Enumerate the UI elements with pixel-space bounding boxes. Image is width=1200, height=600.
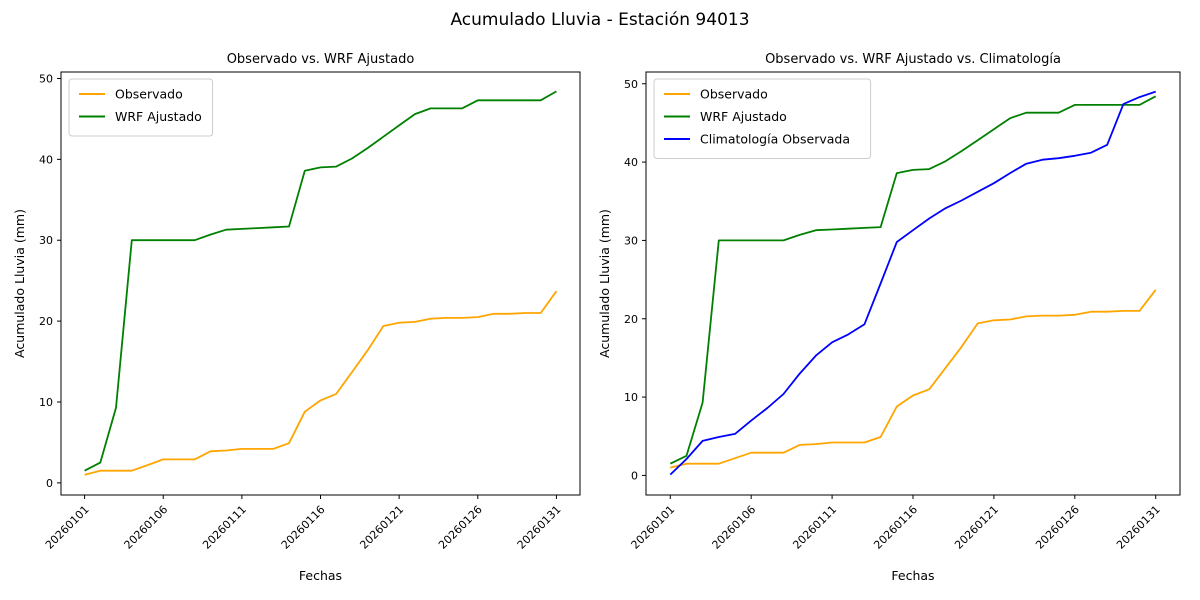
subplot-title: Observado vs. WRF Ajustado [227,52,415,67]
subplot-title: Observado vs. WRF Ajustado vs. Climatolo… [765,52,1061,67]
x-tick-label: 20260131 [1114,503,1163,552]
figure-title: Acumulado Lluvia - Estación 94013 [450,10,750,30]
x-axis-label: Fechas [299,568,342,583]
y-tick-label: 20 [624,313,638,326]
series-line-wrf-ajustado [84,90,557,472]
legend-label: Observado [700,87,768,102]
subplot-right: 0 10 20 30 40 50 20260101 20260106 20260111 20260… [597,52,1181,583]
y-tick-label: 10 [624,391,638,404]
y-axis-label: Acumulado Lluvia (mm) [597,209,612,358]
legend-label: WRF Ajustado [115,109,202,124]
x-axis-label: Fechas [891,568,934,583]
series-line-observado [670,289,1157,469]
y-tick-label: 50 [624,78,638,91]
x-tick-label: 20260101 [629,503,678,552]
y-tick-label: 30 [39,234,53,247]
legend: Observado WRF Ajustado [68,78,214,137]
legend: Observado WRF Ajustado Climatología Observ… [653,78,872,159]
series-line-wrf-ajustado [669,95,1157,465]
y-axis-label: Acumulado Lluvia (mm) [12,209,27,358]
y-tick-label: 30 [624,234,638,247]
x-tick-label: 20260121 [357,503,406,552]
legend-box [653,78,872,159]
x-tick-label: 20260106 [122,503,171,552]
subplot-left: 0 10 20 30 40 50 20260101 20260106 20260111 20260… [12,52,581,583]
x-tick-label: 20260126 [436,503,485,552]
y-tick-label: 0 [631,469,638,482]
x-tick-label: 20260116 [871,503,920,552]
y-tick-label: 50 [39,72,53,85]
series-line-observado [84,290,558,476]
x-tick-label: 20260131 [515,503,564,552]
y-tick-label: 0 [46,477,53,490]
y-tick-label: 10 [39,396,53,409]
x-tick-label: 20260121 [952,503,1001,552]
y-tick-label: 40 [39,153,53,166]
legend-label: WRF Ajustado [700,109,787,124]
x-tick-label: 20260101 [43,503,92,552]
y-tick-label: 40 [624,156,638,169]
x-tick-label: 20260126 [1033,503,1082,552]
x-tick-label: 20260111 [200,503,249,552]
x-tick-label: 20260116 [279,503,328,552]
x-tick-label: 20260106 [710,503,759,552]
y-tick-label: 20 [39,315,53,328]
series-line-climatolog-a-observada [669,90,1156,476]
legend-label: Observado [115,87,183,102]
legend-label: Climatología Observada [700,132,850,147]
x-tick-label: 20260111 [790,503,839,552]
